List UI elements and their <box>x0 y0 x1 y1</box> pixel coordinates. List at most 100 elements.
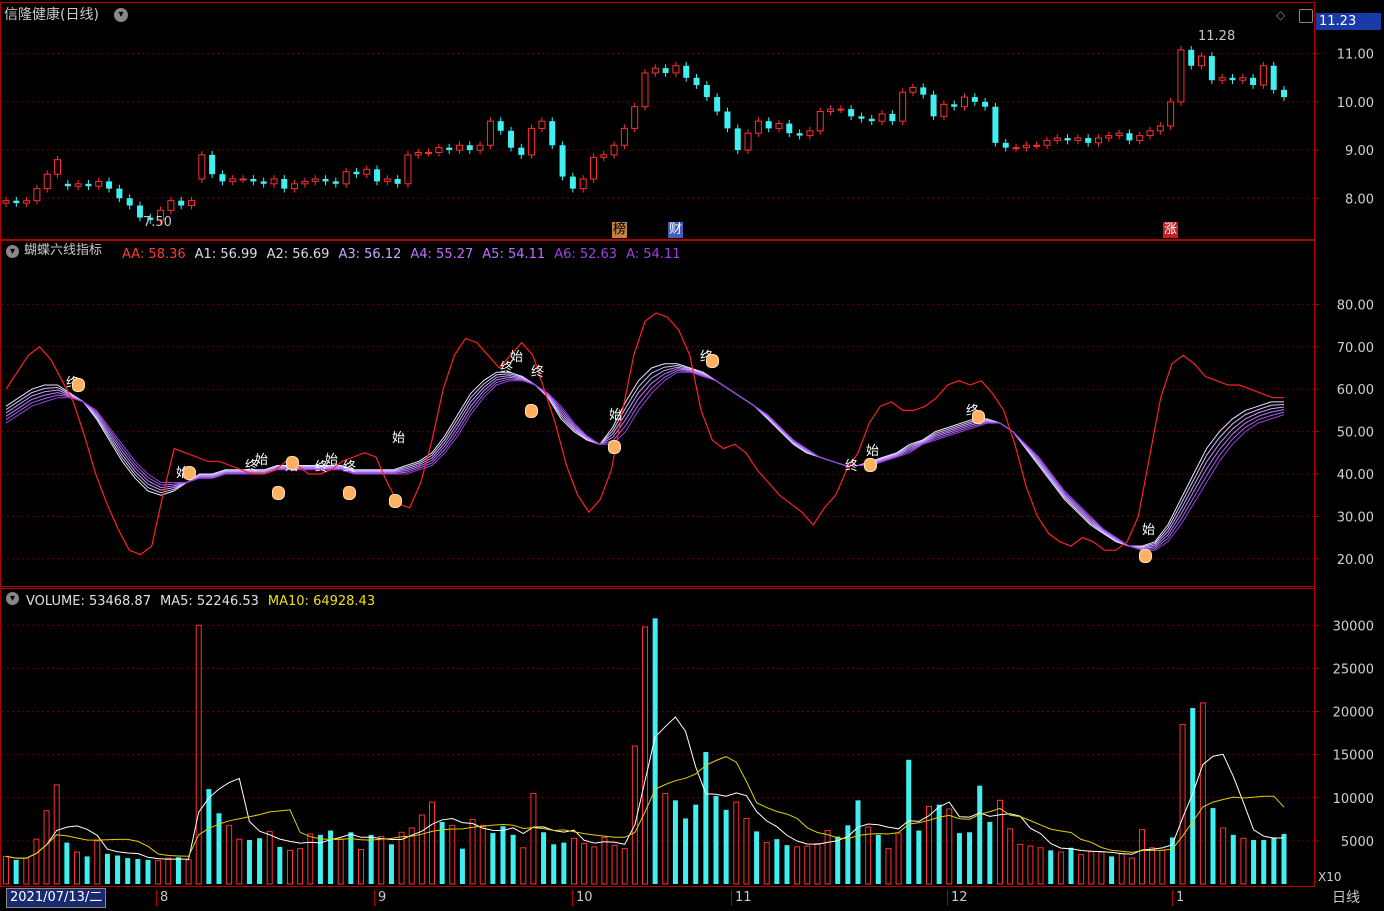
volume-bar[interactable] <box>84 856 90 884</box>
candle-body[interactable] <box>796 133 803 136</box>
candle-body[interactable] <box>1188 49 1195 66</box>
volume-bar[interactable] <box>226 824 233 885</box>
candle-body[interactable] <box>106 181 113 189</box>
candle-body[interactable] <box>33 188 41 202</box>
candle-body[interactable] <box>1146 130 1154 137</box>
candle-body[interactable] <box>2 200 10 204</box>
candle-body[interactable] <box>13 200 20 204</box>
candle-body[interactable] <box>1259 65 1267 86</box>
candle-body[interactable] <box>899 91 907 122</box>
candle-body[interactable] <box>714 97 721 112</box>
candle-body[interactable] <box>816 111 824 132</box>
candle-body[interactable] <box>486 120 494 146</box>
candle-body[interactable] <box>54 159 62 175</box>
candle-body[interactable] <box>1270 65 1277 90</box>
candle-body[interactable] <box>466 145 473 151</box>
volume-bar[interactable] <box>388 844 394 884</box>
candle-body[interactable] <box>518 147 525 155</box>
volume-bar[interactable] <box>1199 702 1206 885</box>
candle-body[interactable] <box>909 86 917 93</box>
candle-body[interactable] <box>765 121 772 129</box>
volume-bar[interactable] <box>541 832 547 884</box>
volume-bar[interactable] <box>1118 853 1125 885</box>
volume-bar[interactable] <box>926 805 932 885</box>
candle-body[interactable] <box>425 151 433 154</box>
volume-bar[interactable] <box>500 826 506 884</box>
volume-bar[interactable] <box>1057 851 1064 885</box>
volume-bar[interactable] <box>652 618 658 884</box>
candle-body[interactable] <box>579 178 587 190</box>
candle-body[interactable] <box>734 128 741 151</box>
volume-bar[interactable] <box>621 848 628 885</box>
candle-body[interactable] <box>754 120 762 134</box>
candle-body[interactable] <box>631 106 639 129</box>
volume-bar[interactable] <box>358 849 364 885</box>
candle-body[interactable] <box>641 72 649 108</box>
candle-body[interactable] <box>95 180 103 187</box>
volume-bar[interactable] <box>784 845 790 884</box>
volume-bar[interactable] <box>94 840 101 885</box>
volume-bar[interactable] <box>611 844 618 885</box>
volume-bar[interactable] <box>1007 828 1014 885</box>
volume-bar[interactable] <box>672 800 678 884</box>
candle-body[interactable] <box>1177 49 1185 103</box>
volume-bar[interactable] <box>1048 850 1054 884</box>
volume-bar[interactable] <box>216 813 222 884</box>
volume-bar[interactable] <box>520 847 527 885</box>
candle-body[interactable] <box>116 188 123 199</box>
candle-body[interactable] <box>1115 132 1123 137</box>
candle-body[interactable] <box>693 77 700 86</box>
volume-bar[interactable] <box>1109 856 1115 884</box>
candle-body[interactable] <box>600 154 608 158</box>
tag-rank[interactable]: 榜 <box>612 222 628 238</box>
candle-body[interactable] <box>291 183 299 190</box>
volume-bar[interactable] <box>683 818 689 884</box>
candle-body[interactable] <box>1002 142 1009 148</box>
candle-body[interactable] <box>1105 135 1113 139</box>
candle-body[interactable] <box>281 178 288 189</box>
volume-bar[interactable] <box>1068 847 1074 884</box>
candle-body[interactable] <box>538 120 546 129</box>
diamond-icon[interactable]: ◇ <box>1276 8 1286 22</box>
volume-bar[interactable] <box>946 808 953 885</box>
volume-bar[interactable] <box>845 825 851 884</box>
candle-body[interactable] <box>528 127 536 156</box>
candle-body[interactable] <box>971 97 978 102</box>
volume-bar[interactable] <box>398 831 405 885</box>
volume-bar[interactable] <box>693 804 699 884</box>
indicator-line-a2[interactable] <box>5 364 1285 548</box>
candle-body[interactable] <box>147 217 154 220</box>
indicator-line-a5[interactable] <box>5 369 1285 551</box>
candle-body[interactable] <box>662 68 669 73</box>
volume-bar[interactable] <box>1210 808 1216 884</box>
volume-bar[interactable] <box>1169 837 1175 884</box>
volume-bar[interactable] <box>743 817 750 885</box>
indicator-lines[interactable] <box>5 312 1285 556</box>
volume-bar[interactable] <box>530 792 537 885</box>
volume-bar[interactable] <box>1078 854 1085 885</box>
candle-body[interactable] <box>992 106 999 143</box>
tag-finance[interactable]: 财 <box>668 222 684 238</box>
candle-body[interactable] <box>383 178 391 182</box>
volume-bar[interactable] <box>429 801 435 885</box>
candle-body[interactable] <box>188 200 196 206</box>
candle-body[interactable] <box>250 178 257 182</box>
candle-body[interactable] <box>703 85 710 98</box>
candle-body[interactable] <box>672 65 680 74</box>
volume-bar[interactable] <box>906 759 912 884</box>
volume-bar[interactable] <box>1240 837 1247 885</box>
chevron-down-icon[interactable]: ▾ <box>114 8 128 22</box>
candle-body[interactable] <box>1053 137 1061 141</box>
volume-bar[interactable] <box>804 845 811 885</box>
volume-bar[interactable] <box>418 814 425 885</box>
volume-bar[interactable] <box>469 818 476 885</box>
candle-body[interactable] <box>508 130 515 148</box>
volume-bars[interactable] <box>3 618 1287 885</box>
volume-bar[interactable] <box>287 849 293 885</box>
volume-bar[interactable] <box>571 837 577 885</box>
volume-bar[interactable] <box>1261 840 1267 884</box>
candle-body[interactable] <box>1198 55 1206 67</box>
volume-bar[interactable] <box>23 857 30 885</box>
candle-body[interactable] <box>1136 135 1144 141</box>
volume-bar[interactable] <box>459 848 465 884</box>
